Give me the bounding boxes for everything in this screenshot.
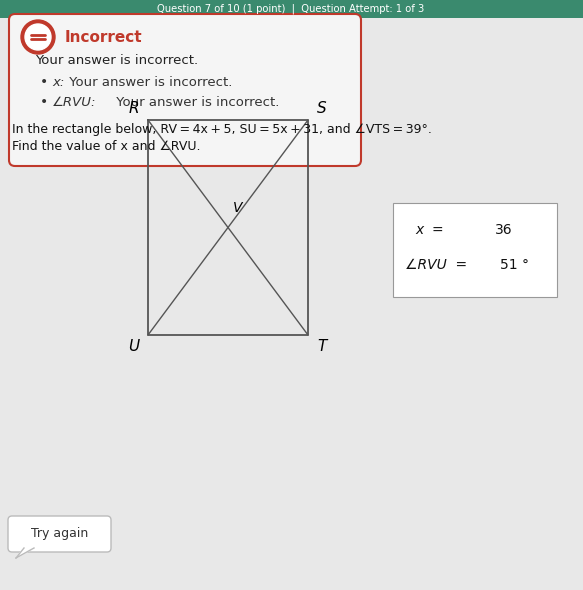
- Polygon shape: [16, 548, 34, 558]
- FancyBboxPatch shape: [9, 14, 361, 166]
- Text: ∠RVU:: ∠RVU:: [52, 96, 97, 109]
- Text: Incorrect: Incorrect: [65, 30, 143, 44]
- Text: Question 7 of 10 (1 point)  |  Question Attempt: 1 of 3: Question 7 of 10 (1 point) | Question At…: [157, 4, 424, 14]
- Text: ∠RVU  =: ∠RVU =: [405, 258, 467, 272]
- Text: x:: x:: [52, 76, 64, 88]
- Text: 36: 36: [495, 223, 512, 237]
- Text: Your answer is incorrect.: Your answer is incorrect.: [35, 54, 198, 67]
- Text: In the rectangle below, RV = 4x + 5, SU = 5x + 31, and ∠VTS = 39°.: In the rectangle below, RV = 4x + 5, SU …: [12, 123, 432, 136]
- FancyBboxPatch shape: [0, 18, 583, 590]
- Text: R: R: [128, 101, 139, 116]
- Text: Try again: Try again: [31, 527, 88, 540]
- Text: Your answer is incorrect.: Your answer is incorrect.: [65, 76, 233, 88]
- Text: •: •: [40, 95, 48, 109]
- Text: Your answer is incorrect.: Your answer is incorrect.: [112, 96, 279, 109]
- Text: U: U: [128, 339, 139, 354]
- Text: x  =: x =: [415, 223, 444, 237]
- FancyBboxPatch shape: [393, 203, 557, 297]
- Text: T: T: [317, 339, 326, 354]
- Text: 51 °: 51 °: [500, 258, 529, 272]
- Text: Find the value of x and ∠RVU.: Find the value of x and ∠RVU.: [12, 140, 201, 153]
- FancyBboxPatch shape: [8, 516, 111, 552]
- Text: V: V: [233, 202, 243, 215]
- FancyBboxPatch shape: [0, 0, 583, 18]
- Text: •: •: [40, 75, 48, 89]
- Circle shape: [25, 24, 51, 50]
- Text: S: S: [317, 101, 326, 116]
- Circle shape: [21, 20, 55, 54]
